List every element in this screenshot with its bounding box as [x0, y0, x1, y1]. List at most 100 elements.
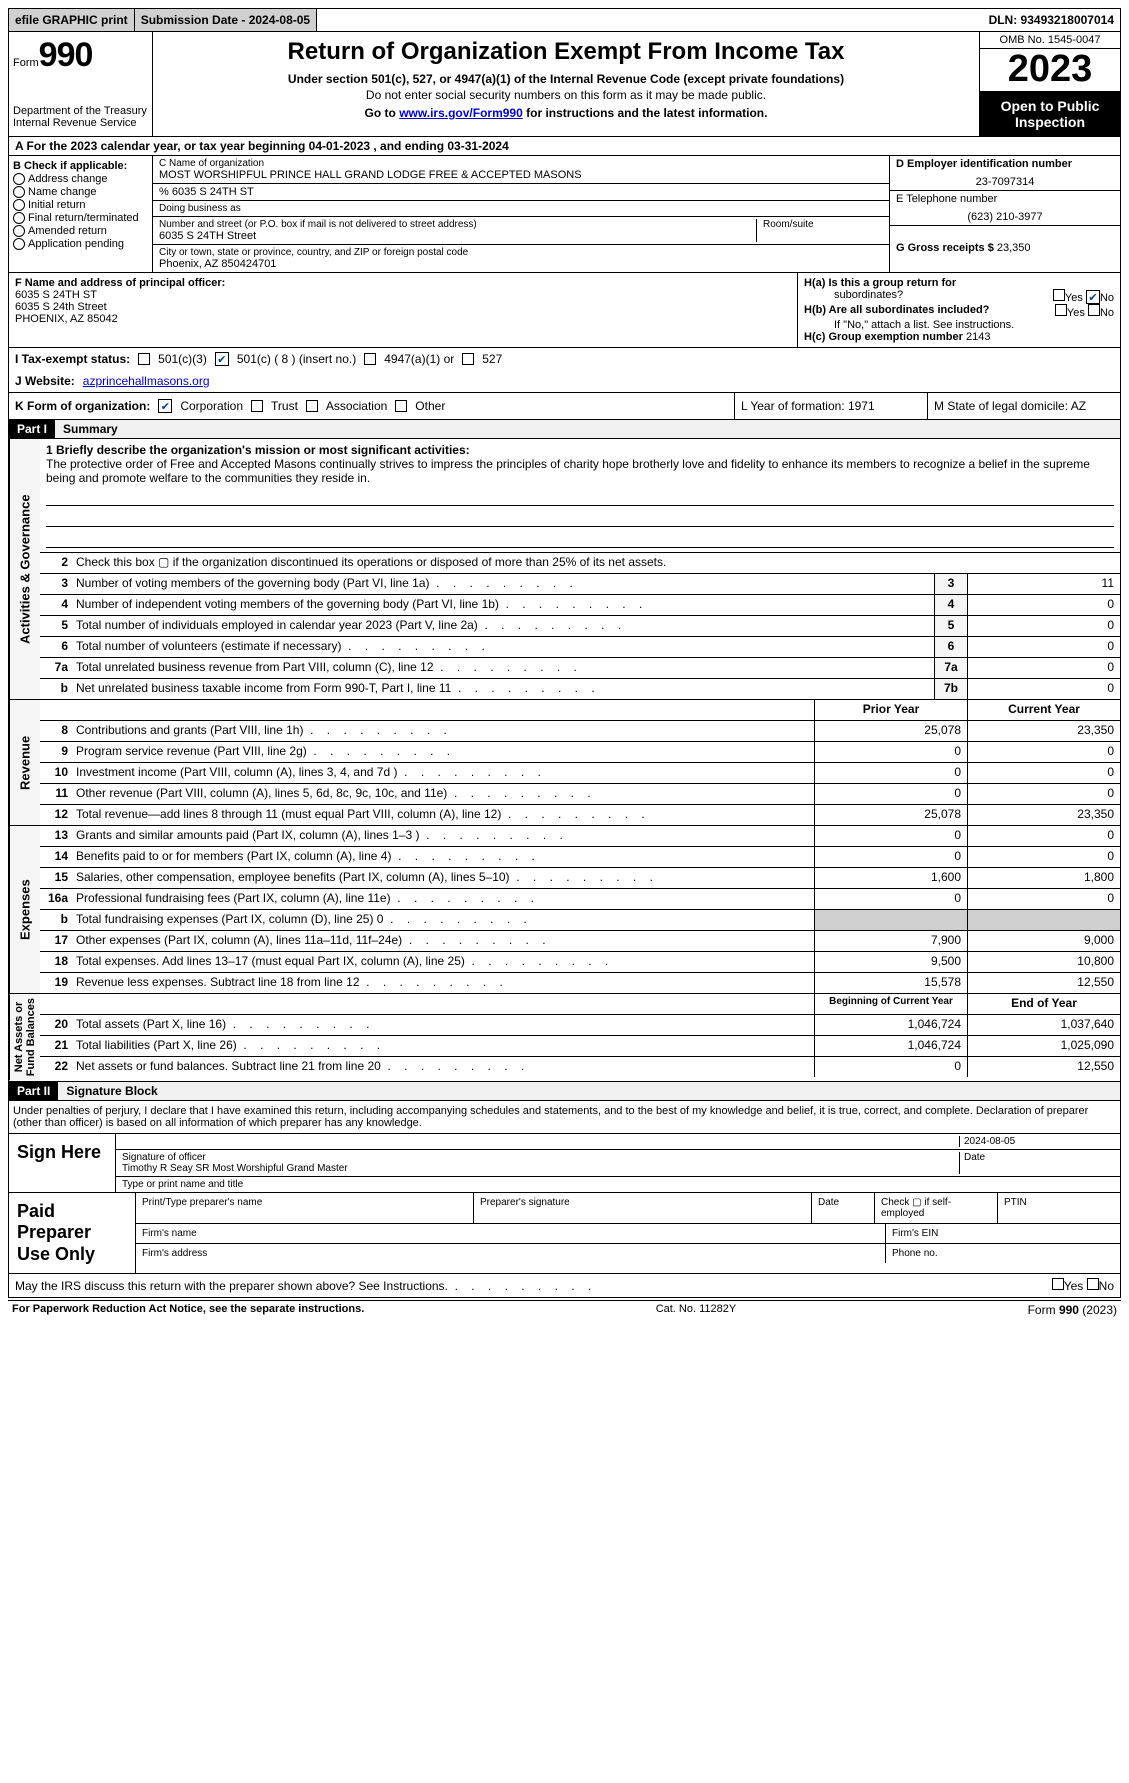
paid-row2: Firm's name Firm's EIN [136, 1224, 1120, 1244]
section-expenses: Expenses 13Grants and similar amounts pa… [8, 826, 1121, 994]
chk-address[interactable]: Address change [13, 173, 148, 185]
ha-yes[interactable] [1053, 289, 1065, 301]
chk-final[interactable]: Final return/terminated [13, 212, 148, 224]
chk-name[interactable]: Name change [13, 186, 148, 198]
no-label2: No [1100, 307, 1114, 319]
discuss-text: May the IRS discuss this return with the… [15, 1279, 448, 1293]
perjury-statement: Under penalties of perjury, I declare th… [8, 1101, 1121, 1134]
chk-pending[interactable]: Application pending [13, 238, 148, 250]
hb-no[interactable] [1088, 304, 1100, 316]
chk-527[interactable] [462, 353, 474, 365]
hc-label: H(c) Group exemption number [804, 331, 966, 343]
chk-other[interactable] [395, 400, 407, 412]
ha-label: H(a) Is this a group return for [804, 277, 956, 289]
block-h: H(a) Is this a group return for subordin… [798, 273, 1120, 348]
line-2: 2Check this box ▢ if the organization di… [40, 553, 1120, 574]
line-10: 10Investment income (Part VIII, column (… [40, 763, 1120, 784]
i-label: I Tax-exempt status: [15, 352, 130, 366]
paid-row3: Firm's address Phone no. [136, 1244, 1120, 1263]
ptin-label: PTIN [998, 1193, 1120, 1223]
sign-date: 2024-08-05 [959, 1136, 1114, 1147]
opt-assoc: Association [326, 399, 387, 413]
ha-no[interactable]: ✔ [1086, 290, 1100, 304]
ein-label: D Employer identification number [896, 158, 1114, 170]
ein-value: 23-7097314 [896, 176, 1114, 188]
irs-link[interactable]: www.irs.gov/Form990 [399, 106, 523, 120]
tax-year: 2023 [980, 49, 1120, 92]
discuss-yes[interactable] [1052, 1278, 1064, 1290]
rev-header: Prior Year Current Year [40, 700, 1120, 721]
k-label: K Form of organization: [15, 399, 150, 413]
row-j: J Website: azprincehallmasons.org [8, 370, 1121, 393]
line-21: 21Total liabilities (Part X, line 26) 1,… [40, 1036, 1120, 1057]
vtab-governance: Activities & Governance [9, 439, 40, 699]
open-inspection: Open to Public Inspection [980, 92, 1120, 136]
opt-corp: Corporation [180, 399, 243, 413]
submission-date[interactable]: Submission Date - 2024-08-05 [135, 9, 317, 31]
line-11: 11Other revenue (Part VIII, column (A), … [40, 784, 1120, 805]
addr-label: Number and street (or P.O. box if mail i… [159, 219, 750, 230]
org-name-cell: C Name of organization MOST WORSHIPFUL P… [153, 156, 889, 184]
f-label: F Name and address of principal officer: [15, 277, 225, 289]
city-cell: City or town, state or province, country… [153, 245, 889, 272]
chk-corp[interactable]: ✔ [158, 399, 172, 413]
opt-other: Other [415, 399, 445, 413]
line-17: 17Other expenses (Part IX, column (A), l… [40, 931, 1120, 952]
hb-label: H(b) Are all subordinates included? [804, 304, 989, 319]
line-20: 20Total assets (Part X, line 16) 1,046,7… [40, 1015, 1120, 1036]
firm-ein-label: Firm's EIN [886, 1224, 1120, 1243]
omb-number: OMB No. 1545-0047 [980, 32, 1120, 49]
header-right: OMB No. 1545-0047 2023 Open to Public In… [979, 32, 1120, 136]
line-5: 5Total number of individuals employed in… [40, 616, 1120, 637]
efile-button[interactable]: efile GRAPHIC print [9, 9, 135, 31]
discuss-no-label: No [1099, 1279, 1114, 1293]
sign-here-label: Sign Here [9, 1134, 116, 1192]
chk-501c[interactable]: ✔ [215, 352, 229, 366]
section-revenue: Revenue Prior Year Current Year 8Contrib… [8, 700, 1121, 826]
chk-initial[interactable]: Initial return [13, 199, 148, 211]
block-d: D Employer identification number 23-7097… [889, 156, 1120, 272]
line-19: 19Revenue less expenses. Subtract line 1… [40, 973, 1120, 993]
website-link[interactable]: azprincehallmasons.org [83, 374, 210, 388]
opt-527: 527 [482, 352, 502, 366]
row-i: I Tax-exempt status: 501(c)(3) ✔501(c) (… [8, 348, 1121, 370]
discuss-no[interactable] [1087, 1278, 1099, 1290]
org-name: MOST WORSHIPFUL PRINCE HALL GRAND LODGE … [159, 169, 883, 181]
vtab-revenue: Revenue [9, 700, 40, 825]
end-year-hdr: End of Year [967, 994, 1120, 1014]
chk-4947[interactable] [364, 353, 376, 365]
chk-trust[interactable] [251, 400, 263, 412]
chk-assoc[interactable] [306, 400, 318, 412]
b-label: B Check if applicable: [13, 160, 148, 172]
firm-name-label: Firm's name [136, 1224, 886, 1243]
line-3: 3Number of voting members of the governi… [40, 574, 1120, 595]
name-label: C Name of organization [159, 158, 883, 169]
chk-amended[interactable]: Amended return [13, 225, 148, 237]
sig-label: Signature of officer [122, 1152, 959, 1163]
dln-label: DLN: 93493218007014 [983, 9, 1120, 31]
date-label: Date [959, 1152, 1114, 1174]
spacer [317, 9, 982, 31]
line-7a: 7aTotal unrelated business revenue from … [40, 658, 1120, 679]
na-header: Beginning of Current Year End of Year [40, 994, 1120, 1015]
part1-title: Summary [55, 420, 1120, 438]
block-b: B Check if applicable: Address change Na… [9, 156, 153, 272]
yes-label2: Yes [1067, 307, 1085, 319]
line-b: bTotal fundraising expenses (Part IX, co… [40, 910, 1120, 931]
row-klm: K Form of organization: ✔Corporation Tru… [8, 393, 1121, 420]
hc-value: 2143 [966, 331, 990, 343]
line-b: bNet unrelated business taxable income f… [40, 679, 1120, 699]
blocks-bcd: B Check if applicable: Address change Na… [8, 156, 1121, 273]
paid-preparer-block: Paid Preparer Use Only Print/Type prepar… [8, 1193, 1121, 1275]
form-number: 990 [39, 36, 93, 74]
discuss-yes-label: Yes [1064, 1279, 1084, 1293]
sign-here-block: Sign Here 2024-08-05 Signature of office… [8, 1134, 1121, 1193]
opt-pending: Application pending [28, 238, 124, 250]
hb-yes[interactable] [1055, 304, 1067, 316]
department: Department of the Treasury Internal Reve… [13, 105, 148, 129]
firm-phone-label: Phone no. [886, 1244, 1120, 1263]
part2-header: Part II Signature Block [8, 1082, 1121, 1101]
section-netassets: Net Assets or Fund Balances Beginning of… [8, 994, 1121, 1081]
section-governance: Activities & Governance 1 Briefly descri… [8, 439, 1121, 700]
chk-501c3[interactable] [138, 353, 150, 365]
